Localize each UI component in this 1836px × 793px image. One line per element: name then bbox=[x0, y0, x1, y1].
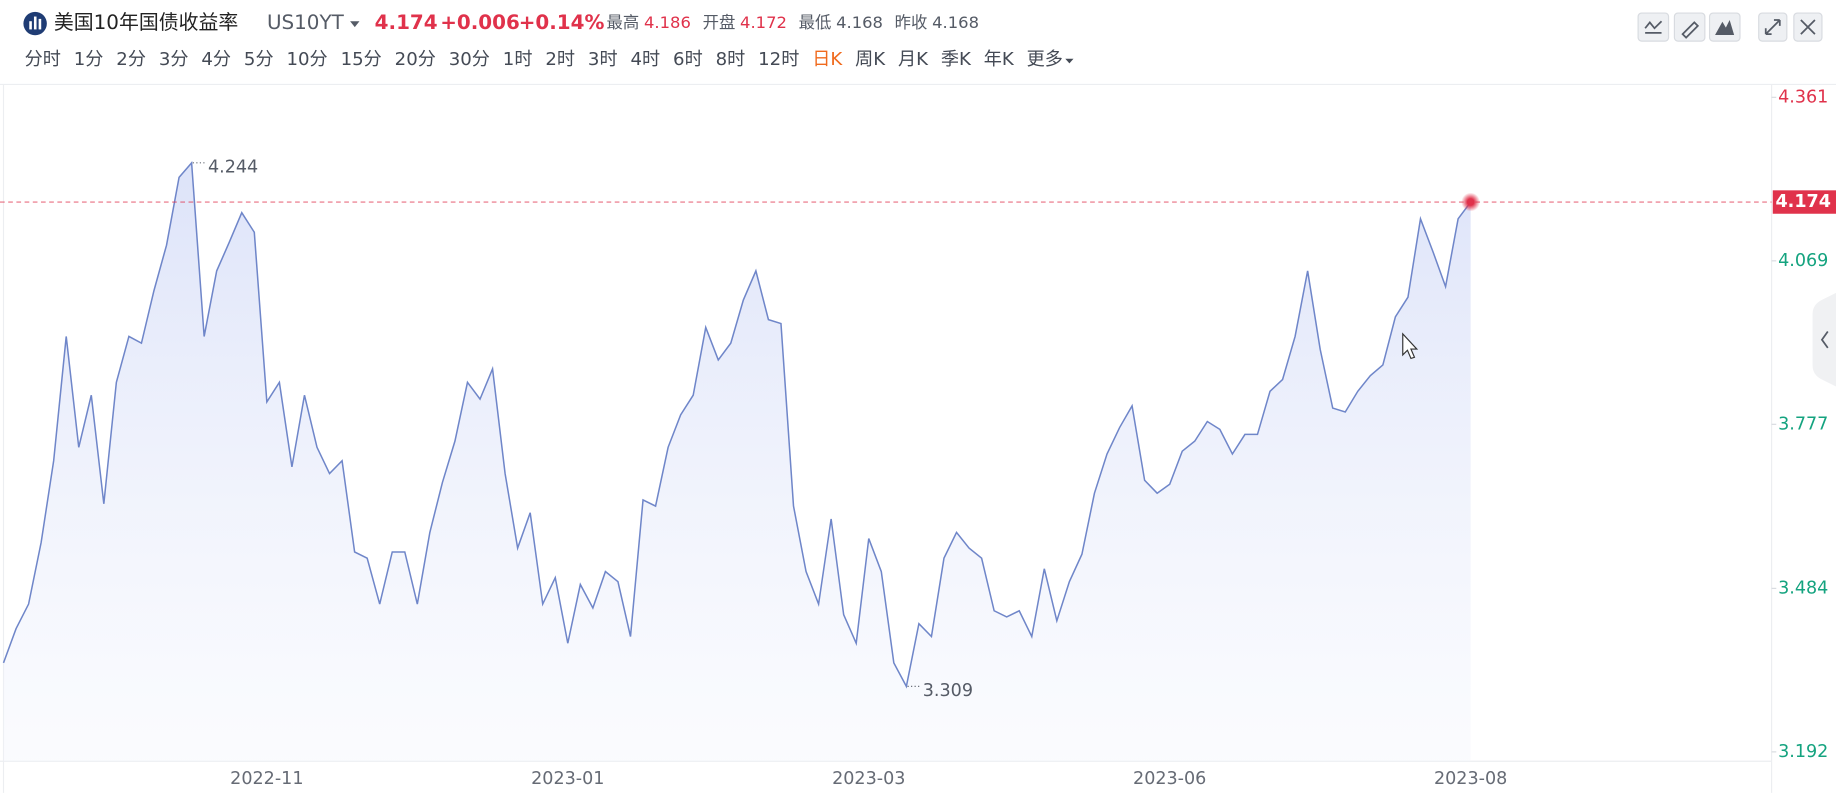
period-tab[interactable]: 季K bbox=[941, 49, 972, 70]
current-price-label: 4.174 bbox=[1775, 192, 1831, 212]
side-panel-arrow bbox=[1820, 331, 1829, 349]
period-tab[interactable]: 2分 bbox=[116, 49, 146, 70]
x-tick-label: 2023-01 bbox=[531, 769, 604, 789]
stat-label: 昨收 bbox=[895, 13, 928, 32]
period-tab[interactable]: 10分 bbox=[286, 49, 327, 70]
more-dropdown[interactable] bbox=[1065, 58, 1074, 64]
period-tab[interactable]: 月K bbox=[898, 49, 929, 70]
y-tick-label: 4.069 bbox=[1778, 251, 1828, 271]
max-label: 4.244 bbox=[208, 158, 258, 178]
line bbox=[2, 160, 1472, 689]
period-tab[interactable]: 4分 bbox=[201, 49, 231, 70]
period-tab[interactable]: 20分 bbox=[395, 49, 436, 70]
period-tab[interactable]: 6时 bbox=[673, 49, 703, 70]
stat-label: 最低 bbox=[799, 13, 832, 32]
period-tab[interactable]: 30分 bbox=[449, 49, 490, 70]
x-tick-label: 2023-06 bbox=[1133, 769, 1206, 789]
period-tab[interactable]: 12时 bbox=[758, 49, 799, 70]
y-tick-label: 3.192 bbox=[1778, 742, 1828, 762]
period-tab[interactable]: 15分 bbox=[341, 49, 382, 70]
period-tab[interactable]: 年K bbox=[984, 49, 1015, 70]
period-tab[interactable]: 5分 bbox=[244, 49, 274, 70]
min-label: 3.309 bbox=[923, 681, 973, 701]
period-tab[interactable]: 周K bbox=[855, 49, 886, 70]
title: 美国10年国债收益率 bbox=[54, 11, 238, 34]
period-tab[interactable]: 分时 bbox=[25, 49, 61, 70]
current-price-tag bbox=[1772, 190, 1836, 214]
x-tick-label: 2023-03 bbox=[832, 769, 905, 789]
period-tab[interactable]: 3时 bbox=[588, 49, 618, 70]
stat-label: 最高 bbox=[607, 13, 640, 32]
stat-value: 4.172 bbox=[740, 13, 787, 32]
stat-label: 开盘 bbox=[703, 13, 736, 32]
x-tick-label: 2023-08 bbox=[1434, 769, 1507, 789]
period-tab[interactable]: 1分 bbox=[74, 49, 104, 70]
period-tab[interactable]: 8时 bbox=[716, 49, 746, 70]
y-tick-label: 3.777 bbox=[1778, 414, 1828, 434]
plot: 4.361 4.069 3.777 3.484 3.192 2022-11 2023-01 2… bbox=[0, 87, 1836, 789]
stat-value: 4.186 bbox=[644, 13, 691, 32]
x-tick-label: 2022-11 bbox=[230, 769, 303, 789]
symbol-icon bbox=[23, 11, 47, 36]
price: 4.174 bbox=[375, 11, 438, 34]
mouse-cursor bbox=[1402, 332, 1419, 360]
stats: 最高 4.186 开盘 4.172 最低 4.168 昨收 4.168 bbox=[607, 13, 979, 32]
period-tab[interactable]: 2时 bbox=[545, 49, 575, 70]
last-point bbox=[1467, 198, 1475, 206]
stat-value: 4.168 bbox=[932, 13, 979, 32]
y-tick-label: 3.484 bbox=[1778, 578, 1828, 598]
change: +0.006 bbox=[440, 11, 520, 34]
period-tab[interactable]: 更多 bbox=[1027, 49, 1063, 70]
stat-value: 4.168 bbox=[836, 13, 883, 32]
period-tab[interactable]: 1时 bbox=[503, 49, 533, 70]
symbol-dropdown[interactable] bbox=[350, 21, 360, 28]
area bbox=[3, 162, 1471, 762]
y-tick-label: 4.361 bbox=[1778, 87, 1828, 107]
period-tabs: 分时 1分 2分 3分 4分 5分 10分 15分 20分 30分 1时 2时 3时 4时 6时 8时 12时日… bbox=[25, 49, 1074, 70]
side-panel-toggle[interactable] bbox=[1812, 292, 1836, 387]
period-tab[interactable]: 日K bbox=[812, 49, 843, 70]
period-tab[interactable]: 4时 bbox=[630, 49, 660, 70]
symbol[interactable]: US10YT bbox=[267, 11, 345, 34]
toolbar-icons bbox=[1644, 19, 1816, 39]
change-pct: +0.14% bbox=[519, 11, 605, 34]
period-tab[interactable]: 3分 bbox=[159, 49, 189, 70]
